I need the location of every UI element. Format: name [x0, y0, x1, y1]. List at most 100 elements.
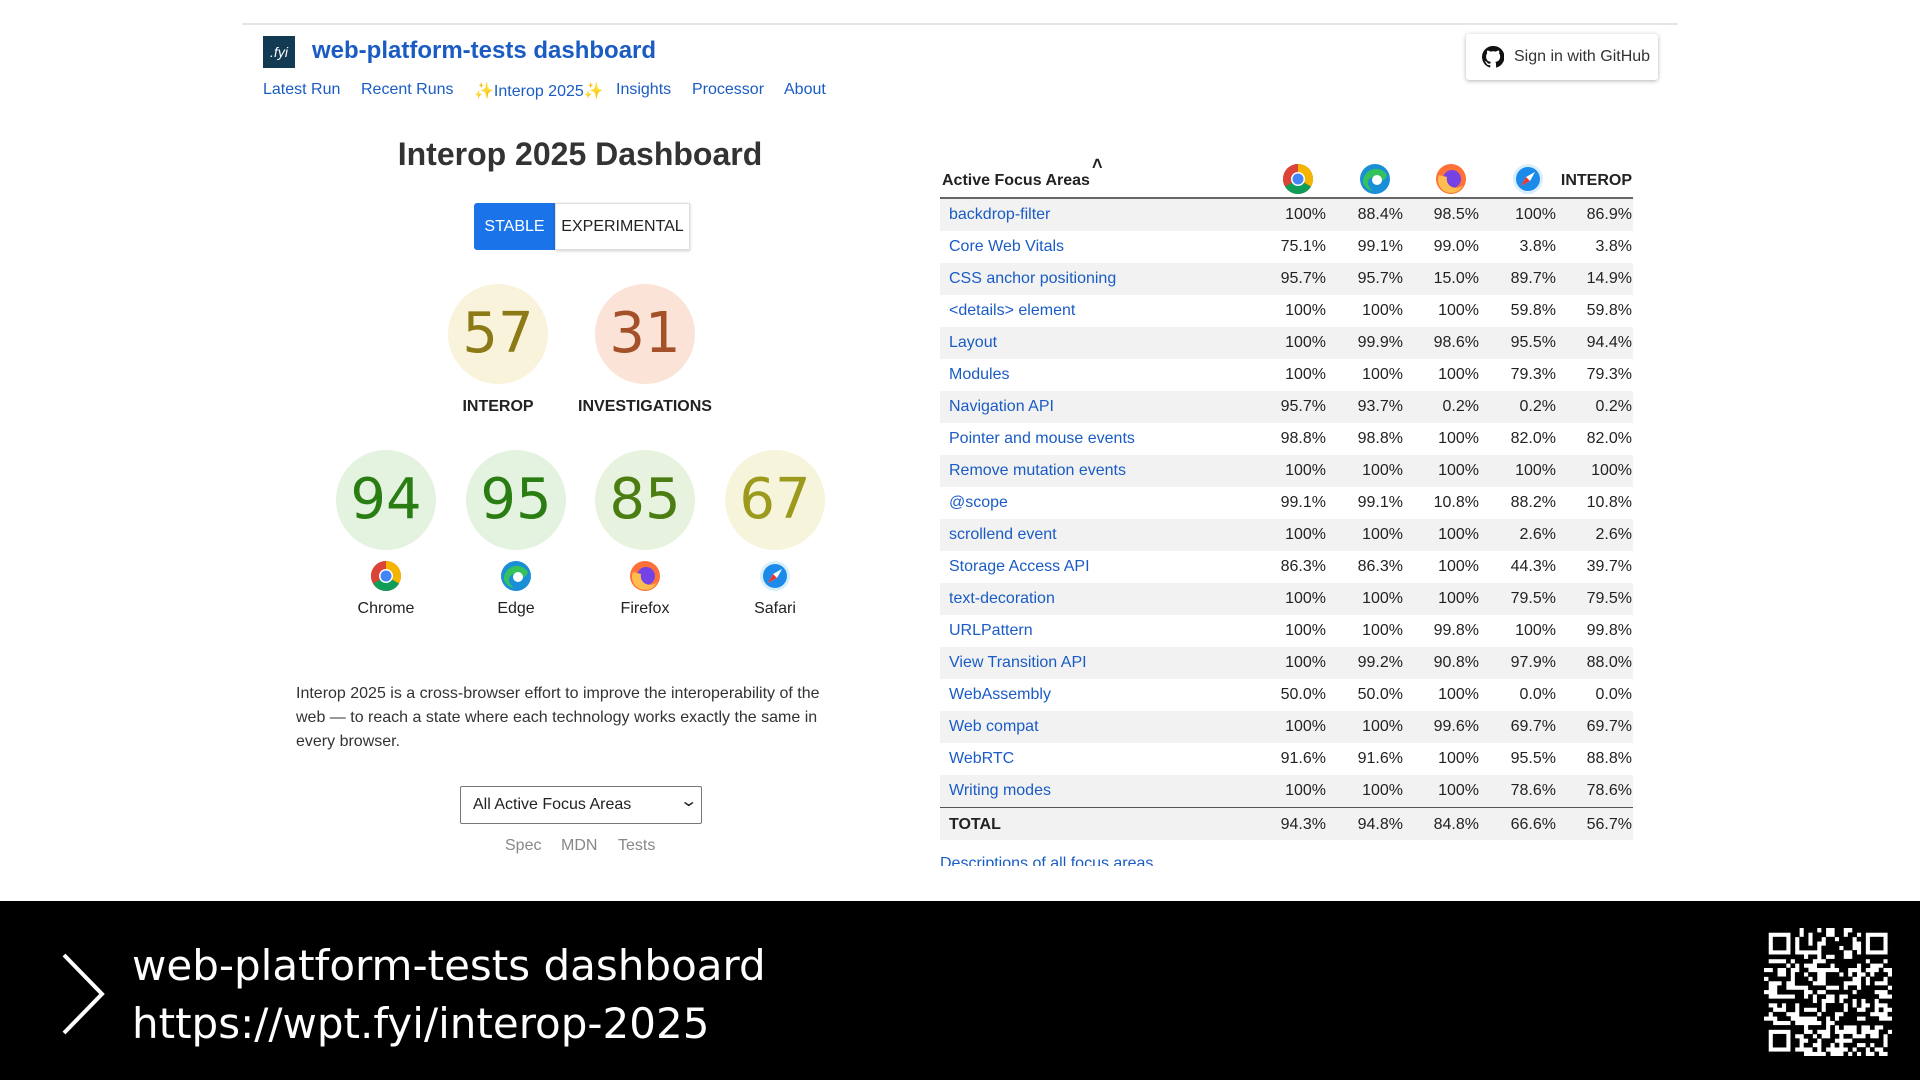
- row-band: [940, 583, 1633, 615]
- qr-module: [1830, 945, 1835, 951]
- qr-module: [1777, 989, 1782, 995]
- score-cell: 100%: [1285, 206, 1326, 223]
- logo: .fyi: [263, 36, 295, 68]
- qr-module: [1808, 985, 1813, 991]
- focus-area-link[interactable]: scrollend event: [949, 526, 1057, 543]
- nav-link[interactable]: Recent Runs: [361, 81, 454, 98]
- focus-area-link[interactable]: Layout: [949, 334, 998, 351]
- qr-module: [1781, 941, 1787, 946]
- toggle-experimental[interactable]: EXPERIMENTAL: [555, 203, 690, 250]
- qr-module: [1861, 932, 1866, 938]
- qr-module: [1834, 989, 1840, 995]
- focus-area-link[interactable]: Remove mutation events: [949, 462, 1126, 479]
- qr-module: [1865, 1038, 1871, 1044]
- focus-area-link[interactable]: Storage Access API: [949, 558, 1090, 575]
- qr-module: [1878, 1020, 1884, 1026]
- nav-link[interactable]: ✨Interop 2025✨: [474, 83, 604, 100]
- qr-module: [1821, 985, 1827, 991]
- column-icon[interactable]: [1359, 163, 1391, 195]
- qr-module: [1777, 941, 1782, 946]
- qr-module: [1865, 954, 1871, 960]
- header-rule: [940, 197, 1633, 199]
- score-cell: 0.0%: [1595, 686, 1632, 703]
- qr-module: [1786, 989, 1791, 995]
- qr-module: [1834, 941, 1840, 946]
- qr-module: [1768, 1007, 1774, 1013]
- column-header[interactable]: Active Focus Areas: [942, 172, 1090, 189]
- qr-module: [1839, 1003, 1844, 1008]
- focus-area-link[interactable]: Modules: [949, 366, 1010, 383]
- focus-area-link[interactable]: Core Web Vitals: [949, 238, 1065, 255]
- focus-area-link[interactable]: text-decoration: [949, 590, 1055, 607]
- qr-module: [1781, 985, 1787, 991]
- focus-area-link[interactable]: WebRTC: [949, 750, 1015, 767]
- qr-module: [1790, 1038, 1796, 1044]
- focus-area-link[interactable]: URLPattern: [949, 622, 1033, 639]
- qr-module: [1764, 958, 1769, 964]
- score-cell: 100%: [1438, 526, 1479, 543]
- column-icon[interactable]: [1512, 163, 1544, 195]
- qr-module: [1816, 998, 1822, 1004]
- score-cell: 94.3%: [1280, 816, 1326, 833]
- column-header[interactable]: INTEROP: [1560, 172, 1632, 189]
- focus-area-link[interactable]: <details> element: [949, 302, 1076, 319]
- resource-link[interactable]: Spec: [505, 837, 542, 854]
- site-title[interactable]: web-platform-tests dashboard: [312, 37, 657, 64]
- qr-module: [1874, 941, 1880, 946]
- qr-module: [1887, 989, 1892, 995]
- nav-link[interactable]: About: [784, 81, 826, 98]
- toggle-stable[interactable]: STABLE: [474, 203, 555, 250]
- nav-link[interactable]: Processor: [692, 81, 765, 98]
- descriptions-link[interactable]: Descriptions of all focus areas: [940, 855, 1154, 866]
- focus-area-link[interactable]: CSS anchor positioning: [949, 270, 1117, 287]
- focus-area-link[interactable]: Web compat: [949, 718, 1039, 735]
- resource-link[interactable]: MDN: [561, 837, 598, 854]
- qr-module: [1799, 967, 1805, 973]
- browser-logo: [370, 561, 402, 592]
- focus-area-link[interactable]: Writing modes: [949, 782, 1051, 799]
- focus-select[interactable]: All Active Focus Areas ⌄: [460, 786, 702, 824]
- qr-module: [1768, 972, 1774, 977]
- focus-area-link[interactable]: Pointer and mouse events: [949, 430, 1135, 447]
- focus-area-link[interactable]: Navigation API: [949, 398, 1054, 415]
- focus-area-link[interactable]: WebAssembly: [949, 686, 1051, 703]
- score-cell: 100%: [1362, 366, 1403, 383]
- qr-module: [1781, 945, 1787, 951]
- qr-module: [1843, 989, 1849, 995]
- chevron: [62, 953, 105, 1035]
- qr-module: [1825, 941, 1831, 946]
- qr-module: [1781, 954, 1787, 960]
- focus-area-link[interactable]: @scope: [949, 494, 1008, 511]
- score-cell: 79.5%: [1510, 590, 1556, 607]
- qr-module: [1878, 1038, 1884, 1044]
- focus-area-link[interactable]: backdrop-filter: [949, 206, 1051, 223]
- qr-module: [1777, 1025, 1782, 1030]
- score-cell: 98.5%: [1433, 206, 1479, 223]
- qr-module: [1847, 1033, 1853, 1039]
- qr-module: [1874, 954, 1880, 960]
- github-button[interactable]: Sign in with GitHub: [1466, 34, 1658, 80]
- score-cell: 56.7%: [1586, 816, 1632, 833]
- nav-link[interactable]: Latest Run: [263, 81, 341, 98]
- qr-module: [1847, 1003, 1853, 1008]
- column-icon[interactable]: [1282, 163, 1314, 195]
- score-cell: 100%: [1438, 558, 1479, 575]
- score-cell: 100%: [1362, 526, 1403, 543]
- qr-module: [1794, 989, 1800, 995]
- resource-link[interactable]: Tests: [618, 837, 656, 854]
- score-cell: 99.8%: [1586, 622, 1632, 639]
- qr-module: [1865, 994, 1871, 999]
- qr-module: [1768, 1025, 1774, 1030]
- score-cell: 100%: [1285, 590, 1326, 607]
- qr-module: [1781, 976, 1787, 982]
- column-icon[interactable]: [1435, 163, 1467, 195]
- qr-module: [1816, 1003, 1822, 1008]
- qr-module: [1772, 963, 1778, 969]
- nav-link[interactable]: Insights: [616, 81, 672, 98]
- github-icon: [1482, 46, 1504, 68]
- focus-area-link[interactable]: View Transition API: [949, 654, 1087, 671]
- qr-module: [1843, 1020, 1849, 1026]
- score-cell: 100%: [1362, 590, 1403, 607]
- qr-module: [1790, 1020, 1796, 1026]
- qr-module: [1808, 998, 1813, 1004]
